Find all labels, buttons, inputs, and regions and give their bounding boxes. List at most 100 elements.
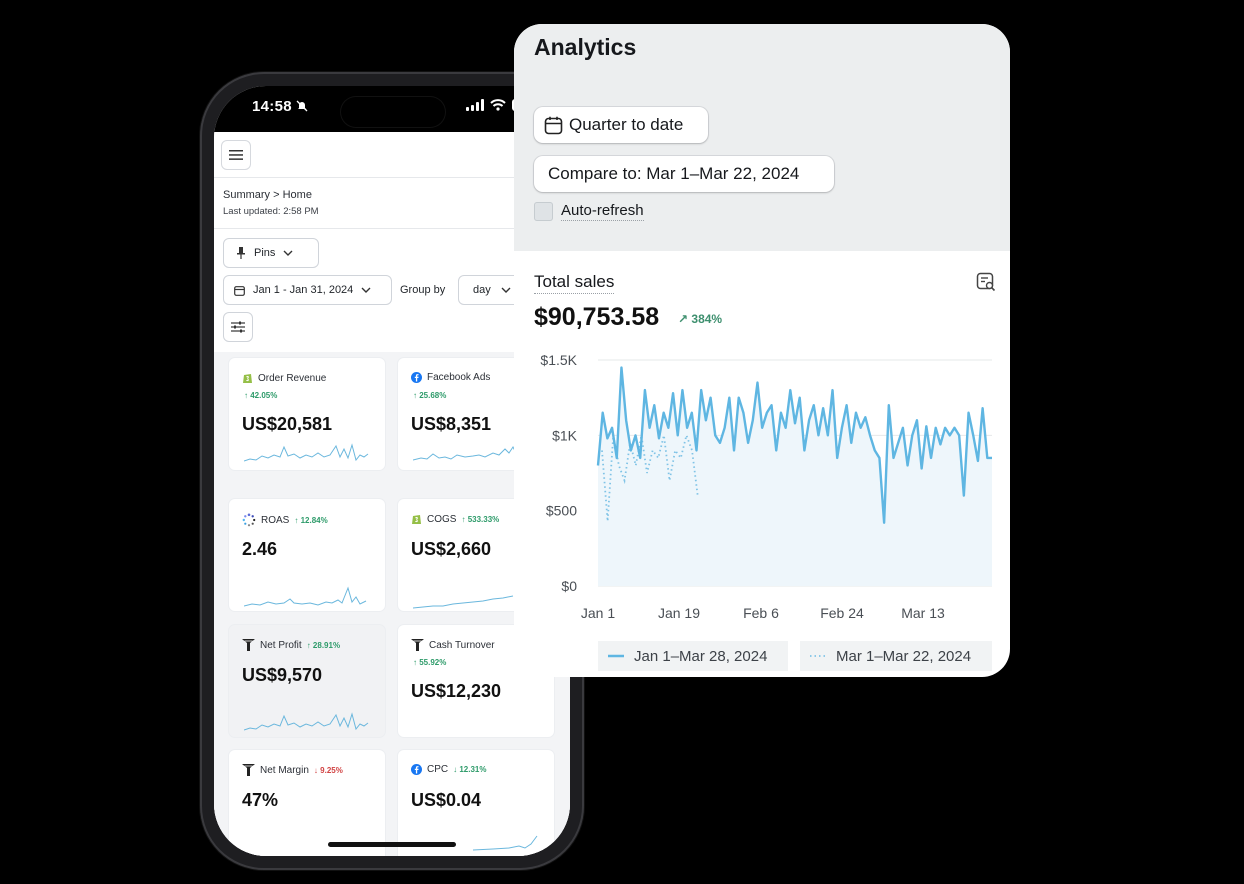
- divider: [214, 228, 570, 229]
- x-tick-label: Mar 13: [901, 605, 945, 621]
- card-delta-value: 533.33%: [467, 514, 500, 524]
- legend-label: Mar 1–Mar 22, 2024: [836, 647, 972, 665]
- card-value: 47%: [242, 790, 279, 810]
- page-title: Analytics: [534, 34, 637, 60]
- chart-search-icon[interactable]: [976, 272, 996, 292]
- breadcrumb: Summary > Home: [223, 189, 312, 201]
- card-title: ROAS ↑ 12.84%: [242, 513, 328, 527]
- chevron-down-icon: [361, 287, 371, 293]
- x-tick-label: Jan 19: [658, 605, 700, 621]
- card-value: US$12,230: [411, 681, 502, 701]
- total-sales-value: $90,753.58: [534, 303, 660, 331]
- card-delta: ↓ 9.25%: [313, 765, 343, 775]
- card-delta-value: 12.84%: [300, 515, 328, 525]
- card-title: Net Margin ↓ 9.25%: [242, 764, 343, 776]
- chevron-down-icon: [283, 250, 293, 256]
- card-delta: ↑ 533.33%: [461, 514, 500, 524]
- auto-refresh-toggle[interactable]: Auto-refresh: [534, 202, 644, 221]
- group-by-label: Group by: [400, 284, 446, 296]
- card-delta: ↓ 12.31%: [453, 765, 487, 774]
- chevron-down-icon: [501, 287, 511, 293]
- card-value: US$8,351: [411, 414, 492, 434]
- total-sales-delta-value: 384%: [691, 312, 723, 326]
- date-range-label: Jan 1 - Jan 31, 2024: [253, 284, 354, 296]
- card-title: Cash Turnover: [411, 639, 495, 651]
- card-delta: ↑ 55.92%: [413, 658, 447, 667]
- series-line-primary: [596, 366, 992, 524]
- home-indicator: [328, 842, 456, 847]
- signal-icon: [466, 99, 484, 111]
- metric-cards-grid: Order Revenue ↑ 42.05% US$20,581 Faceboo…: [214, 352, 570, 856]
- pin-icon: [237, 247, 245, 259]
- card-value: US$0.04: [411, 790, 482, 810]
- metric-card[interactable]: Net Profit ↑ 28.91% US$9,570: [229, 625, 385, 737]
- card-value: US$9,570: [242, 665, 323, 685]
- card-title-text: Net Margin: [260, 764, 309, 776]
- card-delta: ↑ 12.84%: [294, 515, 328, 525]
- card-delta-value: 12.31%: [459, 765, 487, 774]
- y-tick-label: $500: [546, 503, 577, 519]
- card-delta-value: 28.91%: [312, 640, 341, 650]
- wifi-icon: [490, 99, 506, 111]
- metric-card[interactable]: Order Revenue ↑ 42.05% US$20,581: [229, 358, 385, 470]
- y-tick-label: $1.5K: [540, 352, 577, 368]
- group-by-value: day: [473, 284, 491, 296]
- sparkline: [413, 446, 524, 461]
- x-tick-label: Jan 1: [581, 605, 615, 621]
- date-range-picker[interactable]: Jan 1 - Jan 31, 2024: [223, 275, 392, 305]
- card-title-text: ROAS: [261, 514, 290, 526]
- y-tick-label: $0: [561, 578, 577, 594]
- card-title-text: CPC: [427, 764, 449, 775]
- card-delta-value: 55.92%: [419, 658, 447, 667]
- card-value: 2.46: [242, 539, 278, 559]
- card-title: Facebook Ads: [411, 372, 490, 383]
- last-updated-text: Last updated: 2:58 PM: [223, 206, 319, 217]
- pins-label: Pins: [254, 247, 276, 259]
- sparkline: [244, 443, 369, 462]
- metric-card[interactable]: Net Margin ↓ 9.25% 47%: [229, 750, 385, 856]
- card-title-text: COGS: [427, 513, 457, 525]
- compare-label: Compare to: Mar 1–Mar 22, 2024: [548, 164, 800, 183]
- brand-logo-icon: [242, 764, 255, 776]
- legend-label: Jan 1–Mar 28, 2024: [634, 647, 768, 665]
- compare-button[interactable]: Compare to: Mar 1–Mar 22, 2024: [534, 156, 834, 192]
- calendar-icon: [234, 285, 245, 296]
- mobile-app: Summary > Home Last updated: 2:58 PM Pin…: [214, 132, 570, 856]
- card-title-text: Order Revenue: [258, 372, 327, 384]
- legend-item-primary[interactable]: Jan 1–Mar 28, 2024: [598, 641, 788, 671]
- period-button[interactable]: Quarter to date: [534, 107, 708, 143]
- auto-refresh-label: Auto-refresh: [561, 202, 644, 221]
- solid-line-icon: [608, 654, 624, 658]
- shopify-icon: [412, 515, 421, 524]
- x-tick-label: Feb 24: [820, 605, 864, 621]
- card-title: COGS ↑ 533.33%: [411, 513, 499, 525]
- card-delta-value: 25.68%: [419, 391, 447, 400]
- card-title: Net Profit ↑ 28.91%: [242, 639, 340, 651]
- metric-card[interactable]: CPC ↓ 12.31% US$0.04: [398, 750, 554, 856]
- x-tick-label: Feb 6: [743, 605, 779, 621]
- period-label: Quarter to date: [569, 115, 684, 134]
- dotted-line-icon: [810, 655, 826, 657]
- calendar-icon: [544, 116, 563, 134]
- card-delta: ↑ 42.05%: [244, 391, 278, 400]
- card-title: CPC ↓ 12.31%: [411, 764, 487, 775]
- auto-refresh-checkbox[interactable]: [534, 202, 553, 221]
- legend-item-compare[interactable]: Mar 1–Mar 22, 2024: [800, 641, 992, 671]
- total-sales-chart: $1.5K $1K $500 $0 Jan 1 Jan 19 Feb 6 Feb 24 Mar…: [540, 352, 992, 621]
- filter-settings-button[interactable]: [223, 312, 253, 342]
- menu-button[interactable]: [221, 140, 251, 170]
- sliders-icon: [231, 321, 245, 333]
- hamburger-icon: [229, 150, 243, 160]
- shopify-icon: [243, 374, 252, 383]
- card-value: US$2,660: [411, 539, 492, 559]
- card-delta-value: 9.25%: [320, 765, 343, 775]
- card-title-text: Facebook Ads: [427, 372, 491, 383]
- metric-card[interactable]: ROAS ↑ 12.84% 2.46: [229, 499, 385, 611]
- card-delta-value: 42.05%: [250, 391, 278, 400]
- total-sales-delta: ↗ 384%: [678, 312, 723, 326]
- pins-dropdown[interactable]: Pins: [223, 238, 319, 268]
- total-sales-label: Total sales: [534, 272, 615, 294]
- analytics-header: Analytics Quarter to date Compare to: Ma…: [514, 24, 1010, 251]
- sparkline: [472, 835, 538, 851]
- sparkline: [244, 712, 369, 731]
